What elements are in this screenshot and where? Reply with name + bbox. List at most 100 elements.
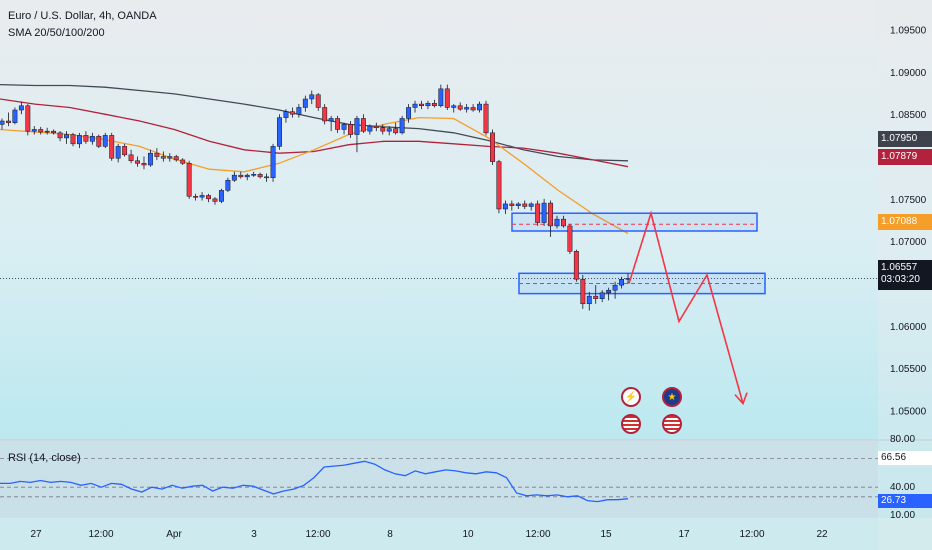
candle-body (64, 134, 69, 139)
candle (477, 101, 483, 113)
candle (51, 129, 57, 135)
us-flag-event-icon[interactable] (621, 414, 641, 434)
time-axis-bg (0, 518, 932, 550)
candle-body (270, 146, 276, 178)
candle-body (502, 203, 508, 210)
candle (206, 193, 211, 203)
candle-body (109, 135, 115, 159)
candle (25, 104, 31, 136)
candle (102, 132, 108, 149)
y-tick-label: 1.07000 (890, 237, 927, 248)
candle-body (31, 129, 37, 132)
y-tick-label: 1.07500 (890, 195, 927, 206)
candle (393, 122, 399, 135)
candle-body (554, 218, 560, 227)
candle-body (386, 128, 392, 132)
candle (360, 114, 366, 133)
candle-body (167, 156, 173, 159)
candle-body (548, 202, 554, 227)
candle-body (154, 152, 160, 157)
x-tick-label: 12:00 (305, 529, 330, 540)
candle (438, 84, 444, 108)
candle (354, 115, 360, 153)
rsi-layer (0, 457, 878, 503)
candle-body (302, 98, 308, 108)
candle-body (464, 107, 470, 110)
y-tick-label: 1.09500 (890, 26, 927, 37)
candle (283, 109, 289, 123)
candle (109, 132, 115, 161)
candle-body (496, 161, 502, 210)
symbol-title[interactable]: Euro / U.S. Dollar, 4h, OANDA (8, 10, 157, 22)
candle (302, 95, 308, 112)
rsi-upper-value-tag: 66.56 (878, 451, 932, 465)
candle (386, 126, 392, 136)
candle (425, 100, 431, 110)
candle (12, 107, 18, 125)
candle (296, 104, 302, 118)
candle-body (348, 124, 353, 135)
candle-body (186, 163, 192, 197)
x-tick-label: Apr (166, 529, 182, 540)
candle-body (335, 118, 341, 130)
candle-body (231, 174, 237, 181)
candle-body (509, 203, 515, 206)
rsi-value-tag: 26.73 (878, 494, 932, 508)
lightning-event-icon[interactable]: ⚡ (621, 387, 641, 407)
candle-body (431, 102, 437, 107)
x-tick-label: 12:00 (88, 529, 113, 540)
candle-body (193, 196, 199, 198)
candle (264, 173, 270, 182)
candle-body (360, 118, 366, 132)
candle (586, 291, 592, 311)
candle (593, 285, 599, 304)
candle (96, 134, 102, 149)
x-tick-label: 22 (816, 529, 828, 540)
candle (199, 192, 205, 201)
x-tick-label: 12:00 (739, 529, 764, 540)
candle-body (115, 146, 121, 159)
candle-body (225, 179, 231, 191)
rsi-label[interactable]: RSI (14, close) (8, 452, 81, 464)
candle (619, 276, 624, 289)
candle (348, 121, 353, 138)
candle (444, 84, 450, 110)
candle (89, 132, 95, 145)
candle (548, 200, 554, 237)
candle-body (528, 203, 534, 207)
rsi-tick-label: 40.00 (890, 482, 915, 493)
candle-body (12, 109, 18, 123)
candle (612, 281, 618, 299)
candle (147, 149, 153, 167)
candle-body (393, 128, 399, 134)
candle (141, 156, 147, 170)
last-price-tag: 1.06557 03:03:20 (878, 260, 932, 290)
candle (231, 171, 237, 182)
us-flag-event-icon-2[interactable] (662, 414, 682, 434)
x-tick-label: 8 (387, 529, 393, 540)
candle-body (367, 125, 373, 132)
indicator-label[interactable]: SMA 20/50/100/200 (8, 27, 105, 39)
eu-flag-event-icon[interactable]: ★ (662, 387, 682, 407)
candle-body (141, 163, 147, 166)
candle-body (606, 289, 612, 294)
candle-body (6, 120, 11, 123)
candle (173, 154, 179, 162)
sma-red-price-tag: 1.07879 (878, 149, 932, 165)
x-tick-label: 12:00 (525, 529, 550, 540)
candle (541, 198, 547, 226)
candle-body (173, 156, 179, 161)
candle-body (535, 203, 541, 223)
y-tick-label: 1.08500 (890, 110, 927, 121)
candle-body (277, 117, 282, 147)
candle-body (315, 94, 321, 108)
candle-body (373, 125, 379, 129)
candle (218, 188, 224, 204)
y-tick-label: 1.05500 (890, 364, 927, 375)
candle-body (18, 105, 24, 111)
projection-path (628, 210, 744, 404)
candle-body (160, 156, 166, 159)
